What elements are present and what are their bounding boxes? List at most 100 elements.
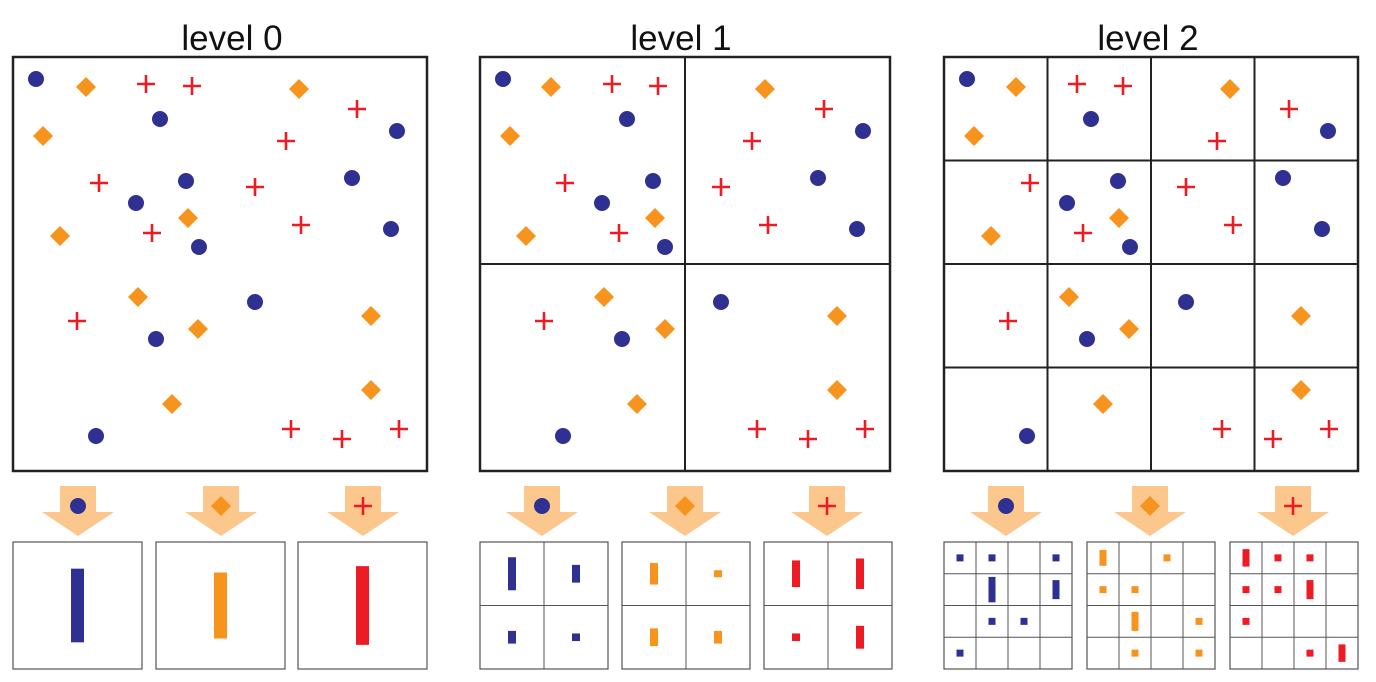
diamond-histogram-bar <box>1163 554 1171 562</box>
circle-histogram-bar <box>572 633 580 642</box>
circle-feature-point <box>389 123 405 139</box>
diamond-feature-point <box>1093 394 1113 414</box>
diamond-icon <box>675 496 695 516</box>
plus-icon <box>1284 497 1302 515</box>
plus-feature-point <box>292 216 310 234</box>
diamond-feature-point <box>500 126 520 146</box>
circle-feature-point <box>959 71 975 87</box>
diamond-arrow-icon <box>1114 486 1186 536</box>
plus-icon <box>354 497 372 515</box>
plus-histogram <box>297 541 428 670</box>
circle-histogram-bar <box>956 554 964 562</box>
diamond-feature-point <box>128 287 148 307</box>
circle-histogram <box>479 541 609 670</box>
circle-feature-point <box>855 123 871 139</box>
plus-feature-point <box>1177 178 1195 196</box>
plus-feature-point <box>1074 224 1092 242</box>
diamond-histogram-bar <box>214 572 227 639</box>
plus-histogram-bar <box>1242 586 1250 594</box>
circle-feature-point <box>178 173 194 189</box>
diamond-histogram-bar <box>1131 586 1139 594</box>
circle-histogram-bar <box>1020 617 1028 625</box>
diamond-feature-point <box>755 79 775 99</box>
diamond-histogram-bar <box>714 630 722 644</box>
circle-feature-point <box>1110 173 1126 189</box>
diamond-histogram <box>621 541 751 670</box>
diamond-feature-point <box>964 126 984 146</box>
circle-feature-point <box>148 331 164 347</box>
diamond-icon <box>1140 496 1160 516</box>
plus-feature-point <box>1208 132 1226 150</box>
circle-feature-point <box>657 239 673 255</box>
plus-icon <box>818 497 836 515</box>
diamond-histogram-bar <box>650 628 658 647</box>
diamond-histogram-bar <box>1099 549 1107 566</box>
plus-feature-point <box>759 216 777 234</box>
plus-histogram-bar <box>1274 586 1282 594</box>
diamond-feature-point <box>1291 306 1311 326</box>
circle-histogram-bar <box>1052 554 1060 562</box>
plus-histogram <box>1229 541 1359 670</box>
circle-histogram-bar <box>508 557 516 591</box>
level-2-panel: level 2 <box>942 19 1360 670</box>
circle-feature-point <box>555 428 571 444</box>
plus-histogram-bar <box>1274 554 1282 562</box>
plus-feature-point <box>999 312 1017 330</box>
level-1-panel: level 1 <box>478 19 893 670</box>
diamond-histogram <box>155 541 286 670</box>
plus-feature-point <box>815 100 833 118</box>
diamond-histogram-bar <box>1131 611 1139 631</box>
diamond-feature-point <box>178 208 198 228</box>
plus-feature-point <box>712 178 730 196</box>
plus-histogram-bar <box>792 633 800 642</box>
diamond-feature-point <box>594 287 614 307</box>
diamond-feature-point <box>76 77 96 97</box>
diamond-feature-point <box>645 208 665 228</box>
diamond-feature-point <box>188 319 208 339</box>
plus-arrow-icon <box>1257 486 1329 536</box>
circle-feature-point <box>247 294 263 310</box>
diamond-icon <box>211 496 231 516</box>
plus-histogram-bar <box>856 625 864 649</box>
plus-histogram-bar <box>1306 580 1314 600</box>
plus-feature-point <box>390 420 408 438</box>
plus-feature-point <box>348 100 366 118</box>
plus-feature-point <box>246 178 264 196</box>
plus-feature-point <box>1114 77 1132 95</box>
plus-feature-point <box>856 420 874 438</box>
diamond-feature-point <box>516 226 536 246</box>
diamond-histogram-bar <box>1195 617 1203 625</box>
circle-feature-point <box>1122 239 1138 255</box>
circle-feature-point <box>1320 123 1336 139</box>
level-0-title: level 0 <box>181 19 282 58</box>
plus-feature-point <box>799 430 817 448</box>
diamond-feature-point <box>1119 319 1139 339</box>
plus-feature-point <box>556 174 574 192</box>
plus-feature-point <box>90 174 108 192</box>
diamond-feature-point <box>33 126 53 146</box>
diamond-feature-point <box>981 226 1001 246</box>
diamond-histogram-bar <box>714 570 722 578</box>
plus-feature-point <box>1021 174 1039 192</box>
circle-histogram-bar <box>572 564 580 583</box>
plus-feature-point <box>1224 216 1242 234</box>
circle-histogram <box>12 541 143 670</box>
plus-histogram-bar <box>856 558 864 589</box>
circle-feature-point <box>191 239 207 255</box>
circle-icon <box>70 498 86 514</box>
circle-feature-point <box>1275 170 1291 186</box>
circle-feature-point <box>619 111 635 127</box>
circle-feature-point <box>849 221 865 237</box>
diamond-feature-point <box>50 226 70 246</box>
circle-feature-point <box>128 195 144 211</box>
diamond-feature-point <box>1109 208 1129 228</box>
circle-histogram-bar <box>508 630 516 644</box>
circle-feature-point <box>383 221 399 237</box>
plus-feature-point <box>282 420 300 438</box>
circle-icon <box>534 498 550 514</box>
circle-histogram-bar <box>1052 580 1060 600</box>
plus-histogram-bar <box>1306 554 1314 562</box>
circle-feature-point <box>1079 331 1095 347</box>
diamond-arrow-icon <box>649 486 721 536</box>
